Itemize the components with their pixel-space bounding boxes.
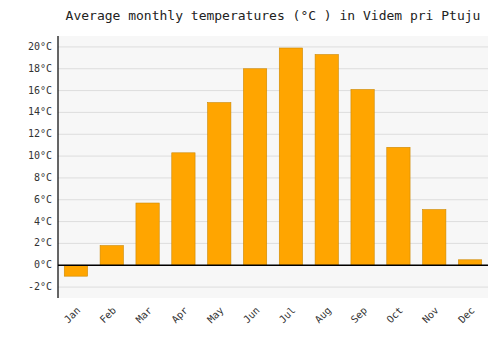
y-tick-label: 12°C bbox=[28, 128, 52, 139]
y-tick-label: 16°C bbox=[28, 85, 52, 96]
title: Average monthly temperatures (°C ) in Vi… bbox=[66, 8, 481, 23]
x-tick-label: Dec bbox=[456, 305, 477, 326]
y-tick-label: 10°C bbox=[28, 150, 52, 161]
x-tick-label: Aug bbox=[313, 305, 334, 326]
zero-line bbox=[58, 265, 488, 267]
bar bbox=[315, 55, 338, 266]
grid-line bbox=[58, 156, 488, 157]
x-tick-label: Nov bbox=[420, 305, 441, 326]
bar bbox=[100, 246, 123, 266]
x-tick-label: May bbox=[205, 305, 226, 326]
x-tick-label: Sep bbox=[349, 305, 370, 326]
bar bbox=[458, 260, 481, 265]
x-tick-label: Oct bbox=[384, 305, 405, 326]
chart: Average monthly temperatures (°C ) in Vi… bbox=[0, 0, 500, 350]
x-tick-label: Feb bbox=[98, 305, 119, 326]
y-axis-line bbox=[57, 36, 58, 298]
y-tick-label: 8°C bbox=[34, 172, 52, 183]
y-tick-label: 0°C bbox=[34, 259, 52, 270]
grid-line bbox=[58, 177, 488, 178]
bar bbox=[136, 203, 159, 265]
y-tick-label: 14°C bbox=[28, 106, 52, 117]
bars bbox=[64, 48, 481, 276]
y-tick-label: 4°C bbox=[34, 216, 52, 227]
x-tick-label: Jul bbox=[277, 305, 298, 326]
grid-line bbox=[58, 112, 488, 113]
plot-area bbox=[58, 36, 488, 298]
bar bbox=[243, 69, 266, 266]
bar bbox=[172, 153, 195, 265]
y-tick-label: 20°C bbox=[28, 41, 52, 52]
grid-line bbox=[58, 46, 488, 47]
bar bbox=[351, 89, 374, 265]
x-tick-label: Jan bbox=[62, 305, 83, 326]
y-tick-label: 18°C bbox=[28, 63, 52, 74]
grid-line bbox=[58, 90, 488, 91]
grid-line bbox=[58, 265, 488, 266]
y-tick-label: 2°C bbox=[34, 237, 52, 248]
grid-line bbox=[58, 68, 488, 69]
bar bbox=[64, 265, 87, 276]
grid-line bbox=[58, 287, 488, 288]
x-tick-label: Jun bbox=[241, 305, 262, 326]
x-tick-label: Apr bbox=[169, 305, 190, 326]
bar bbox=[423, 210, 446, 266]
y-tick-label: 6°C bbox=[34, 194, 52, 205]
x-tick-label: Mar bbox=[134, 305, 155, 326]
y-tick-label: -2°C bbox=[28, 281, 52, 292]
grid-line bbox=[58, 199, 488, 200]
bar bbox=[208, 103, 231, 266]
bar bbox=[279, 48, 302, 265]
bar bbox=[387, 147, 410, 265]
grid bbox=[58, 47, 488, 287]
grid-line bbox=[58, 134, 488, 135]
